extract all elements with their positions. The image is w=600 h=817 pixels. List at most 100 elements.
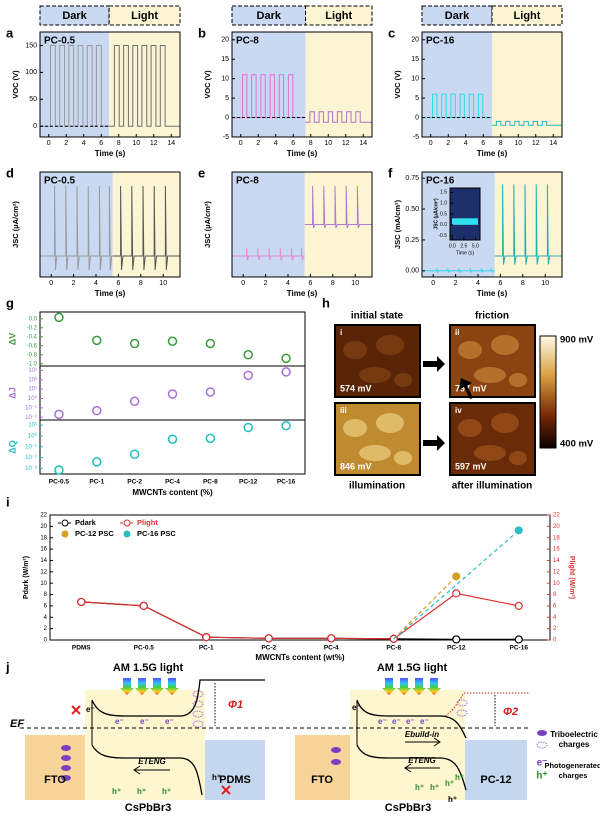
colorbar-label: 400 mV <box>560 439 594 450</box>
x-tick-label: 8 <box>117 140 121 147</box>
signal <box>304 185 372 229</box>
afm-value: 574 mV <box>340 383 372 393</box>
x-tick-label: PC-4 <box>324 645 339 652</box>
x-tick-label: 14 <box>549 140 557 147</box>
field-arrow <box>404 763 440 773</box>
x-tick-label: 8 <box>521 280 525 287</box>
x-tick-label: 6 <box>116 280 120 287</box>
plot-frame <box>39 31 181 138</box>
tribo-charges <box>61 745 71 781</box>
fto <box>25 735 85 800</box>
dark-region <box>232 32 306 137</box>
marker <box>243 350 253 360</box>
band-diagram: j AM 1.5G light FTO CsPbBr3 PDMS Φ1 ETEN… <box>5 659 600 813</box>
hole: h⁺ <box>448 795 457 804</box>
x-tick-label: 12 <box>532 140 540 147</box>
x-tick-label: 4 <box>476 280 480 287</box>
y-tick-label: 18 <box>553 535 560 541</box>
light-label: AM 1.5G light <box>113 662 184 674</box>
y-tick-label: 0.5 <box>440 211 447 217</box>
marker <box>452 589 461 598</box>
plot-frame <box>39 365 306 421</box>
x-tick-label: 8 <box>139 280 143 287</box>
y-tick-label: 1.5 <box>440 190 447 196</box>
panel-name: PC-16 <box>426 176 455 187</box>
marker <box>451 571 462 582</box>
panel-letter: e <box>198 165 205 180</box>
x-tick-label: 2 <box>446 140 450 147</box>
electron: e⁻ <box>378 717 387 726</box>
arrow <box>423 435 445 451</box>
y-tick-label: 14 <box>553 558 560 564</box>
x-tick-label: PC-2 <box>127 479 142 486</box>
series-line <box>81 592 519 640</box>
y-tick-label: 20 <box>40 524 47 530</box>
afm-texture <box>376 413 404 433</box>
x-axis-label: Time (s) <box>287 289 318 298</box>
y-tick-label: 22 <box>40 513 47 519</box>
light-region <box>494 172 562 277</box>
header-text: Light <box>514 10 541 22</box>
panel-letter: i <box>6 494 10 509</box>
x-axis-label: MWCNTs content (%) <box>132 488 213 497</box>
inset-signal <box>452 218 478 225</box>
plot-frame <box>49 514 551 641</box>
series-line <box>393 575 457 640</box>
fto <box>295 735 350 800</box>
marker <box>514 635 523 644</box>
afm-texture <box>458 419 482 437</box>
x-tick-label: 6 <box>291 140 295 147</box>
x-tick-label: PC-16 <box>510 645 529 652</box>
panel-name: PC-16 <box>426 36 455 47</box>
x-tick-label: PC-0.5 <box>49 479 70 486</box>
marker <box>205 338 216 349</box>
y-tick-label: 10⁻² <box>25 415 37 421</box>
blocked <box>71 705 81 715</box>
electron: e⁻ <box>392 717 401 726</box>
hole: h⁺ <box>455 773 464 782</box>
x-tick-label: 0 <box>49 280 53 287</box>
y-axis-label: ΔV <box>7 333 17 345</box>
x-tick-label: 2.5 <box>460 243 467 249</box>
legend-text: Plight <box>137 518 158 527</box>
electron: e⁻ <box>86 705 95 714</box>
marker <box>281 367 291 377</box>
x-tick-label: 14 <box>359 140 367 147</box>
fto-label: FTO <box>311 774 333 786</box>
legend-marker <box>61 530 69 538</box>
signal <box>422 268 495 274</box>
marker <box>243 422 253 433</box>
x-tick-label: 12 <box>342 140 350 147</box>
afm-texture <box>343 341 367 359</box>
x-tick-label: 6 <box>498 280 502 287</box>
x-tick-label: 10 <box>514 140 522 147</box>
x-tick-label: 6 <box>308 280 312 287</box>
marker <box>54 465 64 475</box>
y-tick-label: 0 <box>415 114 419 121</box>
x-tick-label: 12 <box>150 140 158 147</box>
valence-band <box>91 744 203 796</box>
legend-text: charges <box>559 740 590 749</box>
dark-region <box>422 32 492 137</box>
signal <box>232 247 305 261</box>
y-tick-label: -1.0 <box>27 361 38 367</box>
signal <box>305 111 372 123</box>
panel-name: PC-0.5 <box>44 36 76 47</box>
shifted-band <box>444 692 530 717</box>
hole: h⁺ <box>212 773 221 782</box>
y-tick-label: 4 <box>44 615 48 621</box>
y-tick-label: 10 <box>40 581 47 587</box>
x-tick-label: 6 <box>99 140 103 147</box>
y-tick-label: 0 <box>33 123 37 130</box>
tribo-charges <box>331 747 341 765</box>
plot-frame <box>39 311 306 367</box>
light-region <box>492 32 562 137</box>
marker <box>205 387 216 397</box>
y-tick-label: 18 <box>40 535 47 541</box>
dark-region <box>40 172 113 277</box>
y-tick-label: 12 <box>40 569 47 575</box>
marker <box>264 634 273 643</box>
x-axis-label: Time (s) <box>456 250 474 256</box>
y-axis-label: ΔJ <box>7 387 17 398</box>
